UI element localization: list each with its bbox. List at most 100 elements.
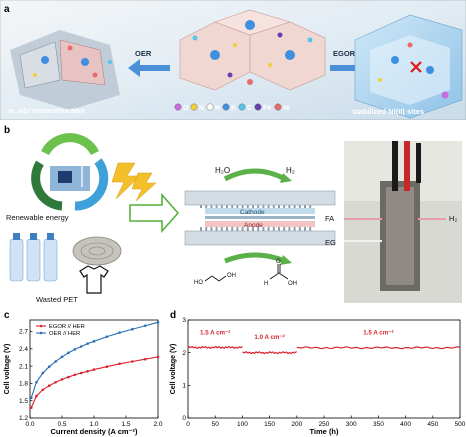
channel-fin-top — [236, 205, 239, 208]
channel-fin-bottom — [241, 227, 244, 231]
current-annotation-2: 1.5 A cm⁻² — [363, 330, 393, 337]
panel-c-polarization-chart: c 0.0 0.5 1.0 1.5 2.0 1.2 1.5 1.8 2.1 2.4 2.7 Curre… — [4, 310, 163, 436]
legend-swatch-h — [206, 103, 214, 111]
pet-bottles — [9, 233, 58, 282]
y-tick-label: 1 — [182, 383, 186, 390]
formic-acid-structure: O H OH — [264, 259, 297, 287]
channel-fin-top — [298, 205, 301, 208]
electrolyzer-photo — [344, 141, 462, 303]
series-point — [73, 348, 77, 351]
channel-fin-top — [272, 205, 275, 208]
channel-fin-top — [262, 205, 265, 208]
channel-fin-top — [226, 205, 228, 208]
legend-entry-0: EGOR // HER — [49, 324, 85, 330]
series-point — [35, 394, 38, 398]
legend-swatch-fe — [254, 103, 262, 111]
voltage-segment-0 — [187, 345, 243, 350]
x-tick-label: 0.0 — [25, 421, 34, 428]
channel-fin-top — [267, 205, 270, 208]
legend-label-ni: Ni — [283, 105, 290, 112]
legend-label-n: N — [199, 105, 204, 112]
y-tick-label: 1.2 — [19, 415, 28, 422]
x-tick-label: 500 — [455, 421, 466, 428]
wasted-pet-label: Wasted PET — [36, 295, 78, 304]
anode-label: Anode — [244, 222, 263, 229]
channel-fin-bottom — [252, 227, 254, 231]
legend-marker-1 — [39, 331, 43, 335]
svg-text:OH: OH — [227, 273, 236, 279]
y-tick-label: 0 — [182, 415, 186, 422]
channel-fin-top — [309, 205, 312, 208]
channel-fin-bottom — [267, 227, 270, 231]
channel-fin-top — [278, 205, 280, 208]
series-point — [41, 371, 45, 375]
channel-fin-bottom — [236, 227, 239, 231]
reconstruction-caption: in situ reconstruction — [8, 106, 85, 115]
series-point — [156, 321, 160, 324]
panel-b-label: b — [4, 125, 10, 136]
electrolyzer-cell — [184, 190, 336, 246]
current-annotation-0: 1.5 A cm⁻² — [200, 330, 230, 337]
panel-c-label: c — [4, 310, 10, 321]
legend-label-c: C — [247, 105, 252, 112]
series-point — [60, 355, 64, 359]
channel-fin-top — [293, 205, 296, 208]
y-tick-label: 1.8 — [19, 381, 28, 388]
x-tick-label: 100 — [237, 421, 248, 428]
legend-label-h: H — [215, 105, 220, 112]
series-point — [60, 378, 64, 381]
svg-text:H: H — [264, 281, 268, 287]
svg-text:O: O — [276, 259, 281, 265]
series-point — [29, 396, 33, 400]
channel-fin-bottom — [226, 227, 228, 231]
voltage-segment-2 — [296, 346, 461, 350]
hydrogen-arrow — [223, 168, 287, 182]
y-tick-label: 2.1 — [19, 363, 28, 370]
cathode-label: Cathode — [240, 209, 265, 216]
panel-d-label: d — [170, 310, 176, 321]
h2-photo-label: H₂ — [449, 214, 457, 223]
channel-fin-top — [257, 205, 260, 208]
oer-arrow — [128, 59, 170, 77]
channel-fin-bottom — [215, 227, 218, 231]
h2-label: H₂ — [286, 166, 295, 175]
x-tick-label: 2.0 — [153, 421, 162, 428]
y-tick-label: 1.5 — [19, 398, 28, 405]
x-tick-label: 1.5 — [121, 421, 130, 428]
y-tick-label: 2.4 — [19, 346, 28, 353]
series-point — [47, 384, 51, 388]
series-point — [47, 365, 51, 368]
lightning-icon — [111, 162, 157, 202]
channel-fin-bottom — [210, 227, 213, 231]
channel-fin-top — [246, 205, 249, 208]
x-tick-label: 0 — [186, 421, 190, 428]
channel-fin-top — [215, 205, 218, 208]
channel-fin-bottom — [231, 227, 234, 231]
x-tick-label: 250 — [319, 421, 330, 428]
channel-fin-bottom — [278, 227, 280, 231]
y-tick-label: 3 — [182, 317, 186, 324]
egor-label: EGOR — [333, 49, 356, 58]
series-point — [118, 331, 121, 334]
series-point — [73, 373, 77, 377]
x-tick-label: 1.0 — [89, 421, 98, 428]
channel-fin-bottom — [200, 227, 202, 231]
channel-fin-top — [304, 205, 306, 208]
channel-fin-top — [283, 205, 286, 208]
series-point — [86, 342, 89, 345]
series-point — [92, 340, 96, 343]
series-point — [105, 335, 109, 339]
legend-swatch-ni — [274, 103, 282, 111]
channel-fin-bottom — [298, 227, 301, 231]
channel-fin-bottom — [205, 227, 208, 231]
panel-b-device-scheme: b Renewable energy Wasted PET H₂O H₂ — [4, 125, 462, 304]
prussian-blue-analog-crystal — [179, 9, 326, 91]
series-line-0 — [30, 356, 159, 408]
series-point — [86, 370, 89, 373]
element-legend: O N H K C Fe Ni — [174, 103, 290, 112]
series-point — [131, 360, 134, 363]
reconstruction-crystal — [10, 30, 120, 110]
series-point — [79, 345, 83, 348]
x-tick-label: 400 — [400, 421, 411, 428]
recycle-symbol — [31, 133, 109, 211]
